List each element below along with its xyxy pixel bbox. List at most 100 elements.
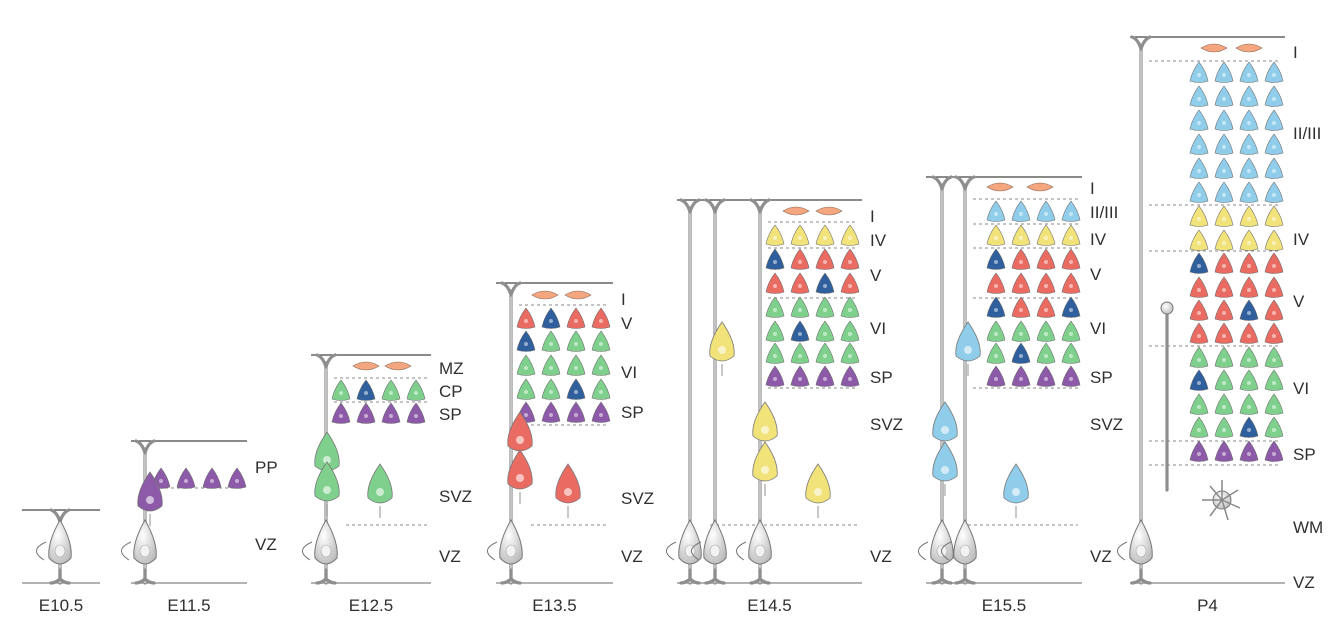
panel-p4: I II/III IV V VI SP WM VZ P4 [1130, 36, 1323, 615]
neuron-icon [541, 354, 561, 376]
neuron-icon [1011, 272, 1031, 294]
neuron-icon [815, 248, 835, 270]
neuron-icon [406, 379, 426, 401]
neuron-icon [790, 342, 810, 364]
layer-label: CP [439, 382, 463, 401]
neuron-icon [1189, 440, 1209, 462]
neuron-icon [1264, 205, 1284, 227]
neuron-icon [1214, 276, 1234, 298]
neuron-icon [1061, 296, 1081, 318]
neuron-icon [790, 320, 810, 342]
neuron-icon [1264, 109, 1284, 131]
layer-label: VI [1293, 379, 1309, 398]
neuron-icon [1214, 229, 1234, 251]
neuron-icon [986, 342, 1006, 364]
neuron-icon [566, 378, 586, 400]
neuron-icon [765, 248, 785, 270]
neuron-icon [1239, 85, 1259, 107]
neuron-icon [1036, 272, 1056, 294]
layer-label: SVZ [621, 489, 654, 508]
neuron-icon [356, 379, 376, 401]
self-renewal-arrow-icon [691, 541, 702, 561]
intermediate-progenitor-icon [805, 463, 831, 518]
neuron-icon [840, 320, 860, 342]
stage-label: E10.5 [39, 596, 83, 615]
layer-label: SVZ [439, 487, 472, 506]
neuron-icon [1036, 224, 1056, 246]
neuron-icon [1239, 157, 1259, 179]
layer-label: SP [870, 368, 893, 387]
panel-e15-5: I II/III IV V VI SP SVZ VZ E15.5 [926, 176, 1123, 615]
neuron-icon [1189, 229, 1209, 251]
neuron-icon [1189, 157, 1209, 179]
panel-e10-5: E10.5 [22, 509, 100, 615]
neuron-icon [1239, 346, 1259, 368]
neuron-icon [381, 379, 401, 401]
layer-label: SP [621, 403, 644, 422]
neuron-icon [815, 365, 835, 387]
neuron-icon [1264, 276, 1284, 298]
layer-label: VZ [1293, 573, 1315, 592]
neuron-icon [1264, 181, 1284, 203]
radial-glia-icon [691, 198, 727, 585]
layer-label: VI [621, 363, 637, 382]
layer-label: SVZ [1090, 415, 1123, 434]
neuron-icon [1036, 320, 1056, 342]
neuron-icon [566, 307, 586, 329]
neuron-icon [516, 307, 536, 329]
astrocyte-icon [1202, 480, 1241, 521]
neuron-icon [1264, 346, 1284, 368]
intermediate-progenitor-icon [1003, 463, 1029, 518]
neuron-icon [1011, 200, 1031, 222]
neuron-icon [1214, 157, 1234, 179]
neuron-icon [765, 365, 785, 387]
neuron-icon [986, 200, 1006, 222]
neuron-icon [1239, 276, 1259, 298]
neuron-icon [381, 402, 401, 424]
neuron-icon [765, 272, 785, 294]
layer-label: VI [1090, 319, 1106, 338]
self-renewal-arrow-icon [666, 541, 677, 561]
neuron-icon [1189, 369, 1209, 391]
neuron-icon [815, 342, 835, 364]
neuron-icon [1011, 342, 1031, 364]
neuron-icon [1214, 133, 1234, 155]
neuron-icon [765, 296, 785, 318]
radial-glia-icon [666, 198, 702, 585]
neuron-icon [566, 401, 586, 423]
neuron-icon [1214, 393, 1234, 415]
neuron-icon [1189, 276, 1209, 298]
self-renewal-arrow-icon [941, 541, 952, 561]
cajal-retzius-icon [352, 361, 380, 371]
layer-label: V [1090, 265, 1102, 284]
intermediate-progenitor-icon [137, 471, 163, 526]
layer-label: I [1293, 43, 1298, 62]
cajal-retzius-icon [1026, 182, 1054, 192]
neuron-icon [1239, 369, 1259, 391]
neuron-icon [1011, 320, 1031, 342]
neuron-icon [840, 248, 860, 270]
layer-label: MZ [439, 359, 464, 378]
neuron-icon [1264, 440, 1284, 462]
neuron-icon [1214, 416, 1234, 438]
layer-label: I [870, 207, 875, 226]
layer-label: VZ [1090, 547, 1112, 566]
neuron-icon [1189, 133, 1209, 155]
layer-label: SP [439, 405, 462, 424]
neuron-icon [1189, 252, 1209, 274]
layer-label: SVZ [870, 415, 903, 434]
neuron-icon [1239, 109, 1259, 131]
layer-label: II/III [1090, 203, 1118, 222]
neuron-icon [1160, 301, 1174, 315]
neuron-icon [1214, 440, 1234, 462]
neuron-icon [765, 320, 785, 342]
self-renewal-arrow-icon [1117, 541, 1128, 561]
neuron-icon [1239, 61, 1259, 83]
radial-glia-icon [941, 175, 977, 585]
layer-label: VZ [870, 547, 892, 566]
layer-label: VZ [439, 547, 461, 566]
cajal-retzius-icon [384, 361, 412, 371]
neuron-icon [1264, 157, 1284, 179]
neuron-icon [566, 330, 586, 352]
neuron-icon [1189, 85, 1209, 107]
